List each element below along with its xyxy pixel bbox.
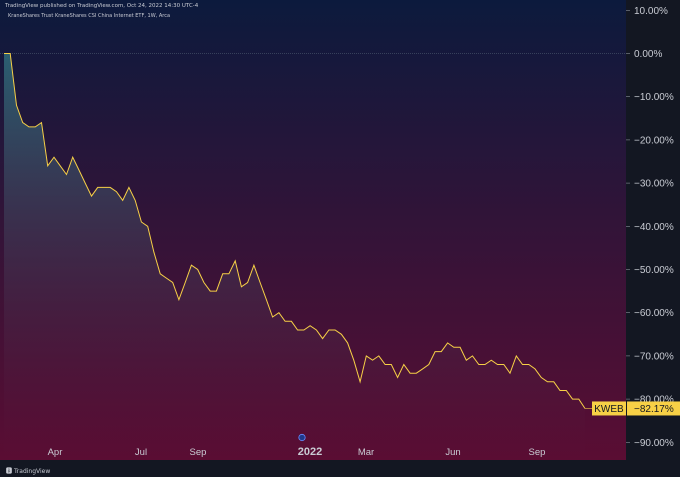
y-tick-label: −50.00% — [634, 265, 674, 276]
y-tick-label: 10.00% — [634, 6, 668, 17]
x-tick-label: Jul — [135, 447, 147, 458]
y-tick-label: −40.00% — [634, 222, 674, 233]
y-tick-label: −30.00% — [634, 179, 674, 190]
price-axis[interactable]: 10.00% 0.00% −10.00% −20.00% −30.00% −40.00% −… — [626, 6, 674, 449]
ticker-badge — [592, 401, 626, 416]
y-tick-label: 0.00% — [634, 49, 662, 60]
y-tick-label: −60.00% — [634, 308, 674, 319]
tradingview-logo[interactable]: 🅱 TradingView — [6, 466, 50, 475]
time-axis-background — [0, 460, 680, 477]
symbol-description: KraneShares Trust KraneShares CSI China … — [8, 13, 171, 19]
x-tick-label: Jun — [445, 447, 460, 458]
area-fill — [4, 53, 585, 460]
y-tick-label: −10.00% — [634, 92, 674, 103]
series-line[interactable] — [4, 53, 586, 409]
last-value-label: −82.17% — [634, 404, 674, 415]
ticker-badge-label: KWEB — [594, 404, 624, 415]
x-tick-label: Sep — [190, 447, 207, 458]
y-tick-label: −80.00% — [634, 395, 674, 406]
tradingview-logo-text: TradingView — [14, 468, 51, 475]
y-tick-label: −90.00% — [634, 438, 674, 449]
y-tick-label: −70.00% — [634, 351, 674, 362]
x-tick-label: Apr — [48, 447, 63, 458]
price-axis-background — [626, 0, 680, 460]
last-value-badge — [627, 401, 680, 416]
x-tick-label: 2022 — [298, 446, 322, 458]
published-header: TradingView published on TradingView.com… — [5, 3, 199, 9]
tradingview-logo-icon: 🅱 — [6, 468, 13, 475]
x-tick-label: Sep — [529, 447, 546, 458]
y-tick-label: −20.00% — [634, 135, 674, 146]
x-tick-label: Mar — [358, 447, 374, 458]
event-marker-icon[interactable] — [298, 433, 306, 442]
time-axis[interactable]: Apr Jul Sep 2022 Mar Jun Sep — [48, 446, 546, 458]
